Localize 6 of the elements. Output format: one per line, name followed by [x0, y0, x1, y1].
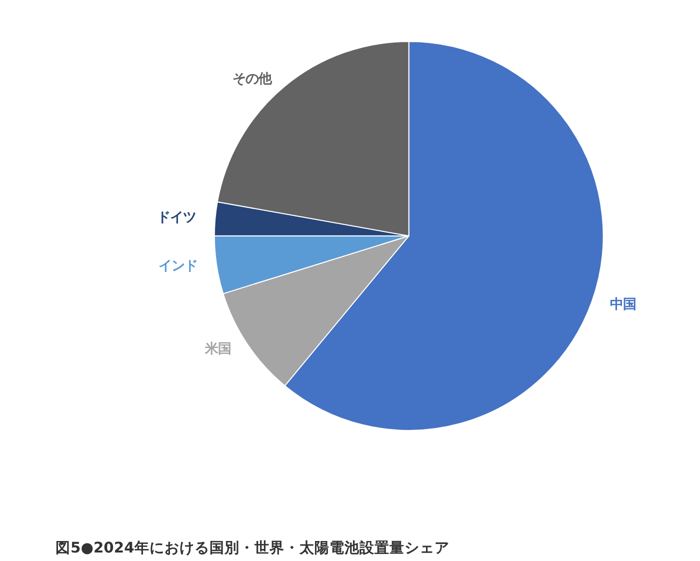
text: 図5●2024年における国別・世界・太陽電池設置量シェア: [56, 540, 450, 556]
slice-label: その他: [232, 72, 272, 88]
slice-label: 米国: [204, 342, 232, 357]
slice-label: インド: [158, 259, 198, 274]
slice-label: 中国: [610, 297, 636, 312]
slice-label: ドイツ: [156, 210, 196, 226]
